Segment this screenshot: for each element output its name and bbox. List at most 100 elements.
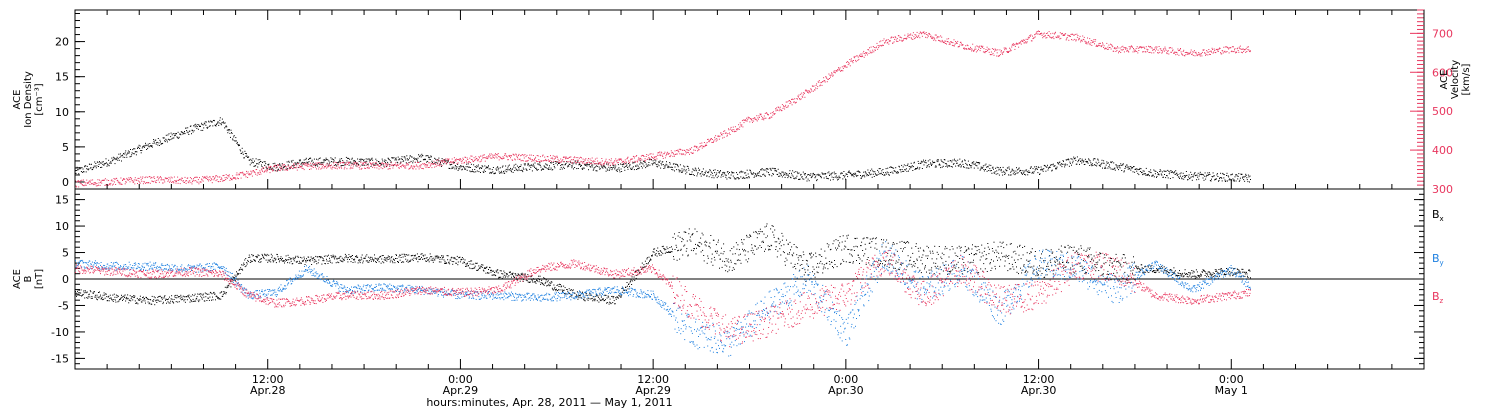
density-series-point — [707, 172, 709, 174]
density-series-point — [719, 171, 721, 173]
density-series-point — [1041, 168, 1043, 170]
velocity-series-point — [961, 44, 963, 46]
velocity-series-point — [634, 160, 636, 162]
density-series-point — [323, 161, 325, 163]
velocity-series-point — [86, 182, 88, 184]
velocity-series-point — [112, 183, 114, 185]
density-series-point — [924, 161, 926, 163]
velocity-series-point — [540, 160, 542, 162]
density-series-point — [757, 175, 759, 177]
density-series-point — [1180, 175, 1181, 177]
density-series-point — [666, 161, 667, 163]
velocity-series-point — [444, 162, 446, 163]
density-series-point — [687, 166, 689, 167]
velocity-series-point — [1013, 43, 1015, 45]
density-series-point — [756, 173, 758, 175]
velocity-series-point — [548, 160, 550, 162]
bx-series-point — [97, 296, 99, 298]
velocity-series-point — [679, 153, 681, 155]
velocity-series-point — [628, 160, 629, 162]
density-series-point — [1092, 164, 1094, 166]
density-series-point — [325, 157, 327, 159]
density-series-point — [748, 176, 750, 177]
velocity-series-point — [754, 117, 756, 119]
density-series-point — [680, 170, 682, 172]
density-series-point — [147, 147, 149, 149]
velocity-series-point — [339, 167, 340, 169]
density-series-point — [632, 166, 634, 168]
velocity-series-point — [466, 161, 468, 163]
density-series-point — [674, 166, 676, 168]
density-series-point — [404, 156, 406, 158]
velocity-series-point — [928, 33, 930, 35]
density-series-point — [805, 177, 807, 179]
velocity-series-point — [354, 163, 356, 165]
velocity-series-point — [659, 151, 660, 153]
density-series-point — [922, 161, 924, 163]
velocity-series-point — [624, 163, 626, 165]
velocity-series-point — [216, 179, 218, 181]
bx-series-point — [128, 302, 130, 304]
density-series-point — [754, 173, 756, 174]
density-series-point — [1056, 168, 1058, 170]
velocity-series-point — [325, 166, 327, 167]
velocity-series-point — [152, 177, 154, 179]
density-series-point — [405, 159, 407, 161]
velocity-series-point — [389, 168, 391, 170]
density-series-point — [288, 160, 290, 162]
velocity-series-point — [995, 49, 997, 51]
velocity-series-point — [1121, 49, 1123, 51]
density-series-point — [507, 167, 509, 169]
density-series-point — [445, 162, 447, 164]
bx-series-point — [249, 256, 251, 258]
density-series-point — [185, 127, 187, 129]
legend-label: Bz — [1432, 290, 1444, 305]
density-series-point — [669, 162, 671, 163]
velocity-series-point — [77, 181, 79, 182]
velocity-series-point — [777, 109, 779, 111]
velocity-series-point — [931, 37, 932, 39]
velocity-series-point — [400, 162, 402, 164]
density-series-point — [1227, 175, 1229, 177]
density-series-point — [1070, 158, 1072, 160]
density-series-point — [1151, 175, 1153, 177]
density-series-point — [1015, 170, 1017, 172]
velocity-series-point — [907, 35, 908, 37]
density-series-point — [318, 158, 320, 159]
density-series-point — [1016, 167, 1017, 169]
bx-series-point — [78, 290, 80, 291]
velocity-series-point — [337, 164, 339, 166]
velocity-series-point — [125, 181, 127, 183]
velocity-series-point — [731, 130, 733, 132]
density-series-point — [218, 124, 220, 126]
density-series-point — [1033, 171, 1035, 173]
density-series-point — [728, 173, 729, 175]
density-series-point — [879, 168, 881, 170]
velocity-series-point — [308, 164, 310, 166]
velocity-series-point — [1023, 42, 1025, 44]
density-series-point — [682, 171, 683, 173]
density-series-point — [749, 170, 751, 172]
velocity-series-point — [676, 153, 678, 155]
density-series-point — [112, 159, 114, 161]
density-series-point — [1014, 174, 1016, 176]
velocity-series-point — [1061, 32, 1063, 34]
velocity-series-point — [804, 90, 806, 92]
velocity-series-point — [752, 121, 753, 123]
velocity-series-point — [328, 163, 330, 165]
top-panel-frame — [74, 9, 1425, 190]
density-series-point — [522, 167, 524, 169]
velocity-series-point — [1235, 52, 1237, 54]
density-series-point — [903, 170, 905, 172]
density-series-point — [1114, 167, 1116, 169]
density-series-point — [857, 175, 859, 176]
density-series-point — [1208, 172, 1210, 174]
density-series-point — [250, 158, 252, 160]
density-series-point — [1036, 169, 1038, 170]
velocity-series-point — [524, 154, 526, 156]
density-series-point — [680, 171, 682, 173]
velocity-series-point — [1176, 52, 1178, 53]
velocity-series-point — [853, 60, 854, 61]
density-series-point — [468, 166, 470, 168]
velocity-series-point — [160, 179, 162, 181]
